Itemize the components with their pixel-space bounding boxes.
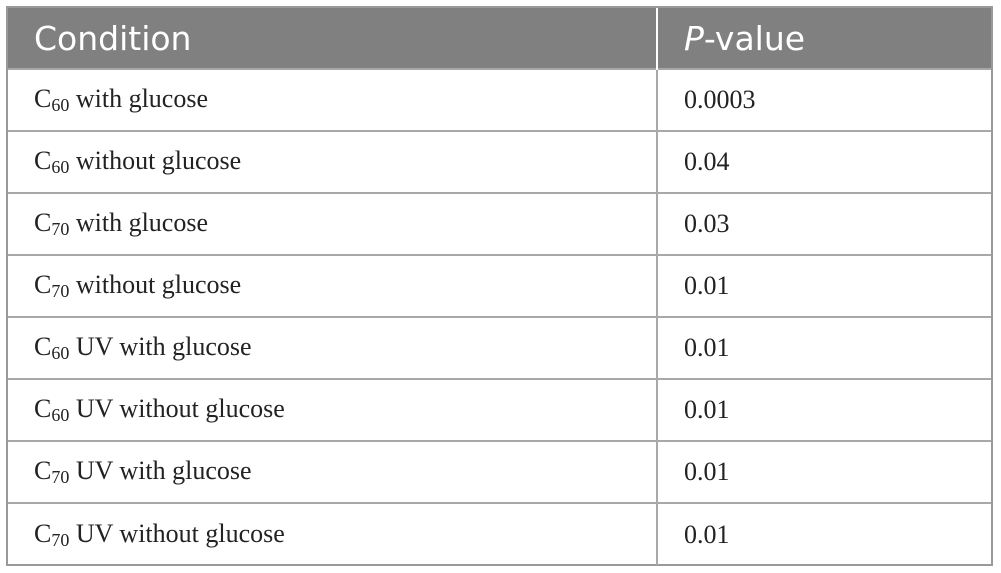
condition-cell: C70 with glucose	[8, 192, 658, 255]
table-row: C70 UV with glucose 0.01	[8, 440, 991, 503]
header-row: Condition P-value	[8, 8, 991, 69]
header-pvalue-italic: P	[684, 18, 704, 58]
condition-cell: C70 without glucose	[8, 254, 658, 317]
condition-cell: C60 with glucose	[8, 68, 658, 131]
table-row: C70 UV without glucose 0.01	[8, 502, 991, 565]
pvalue-cell: 0.03	[657, 192, 991, 255]
pvalue-cell: 0.04	[657, 130, 991, 193]
results-table-container: Condition P-value C60 with glucose 0.000…	[6, 6, 993, 566]
header-pvalue-rest: -value	[703, 18, 806, 58]
condition-cell: C70 UV without glucose	[8, 502, 658, 565]
condition-cell: C60 without glucose	[8, 130, 658, 193]
table-row: C60 UV without glucose 0.01	[8, 378, 991, 441]
pvalue-cell: 0.0003	[657, 68, 991, 131]
condition-cell: C70 UV with glucose	[8, 440, 658, 503]
pvalue-cell: 0.01	[657, 440, 991, 503]
pvalue-cell: 0.01	[657, 316, 991, 379]
table-row: C60 UV with glucose 0.01	[8, 316, 991, 379]
table-row: C60 with glucose 0.0003	[8, 68, 991, 131]
condition-cell: C60 UV without glucose	[8, 378, 658, 441]
table-row: C60 without glucose 0.04	[8, 130, 991, 193]
pvalue-table: Condition P-value C60 with glucose 0.000…	[8, 8, 991, 565]
table-row: C70 without glucose 0.01	[8, 254, 991, 317]
pvalue-cell: 0.01	[657, 502, 991, 565]
header-pvalue: P-value	[657, 8, 991, 69]
pvalue-cell: 0.01	[657, 254, 991, 317]
condition-cell: C60 UV with glucose	[8, 316, 658, 379]
pvalue-cell: 0.01	[657, 378, 991, 441]
table-row: C70 with glucose 0.03	[8, 192, 991, 255]
header-condition: Condition	[8, 8, 658, 69]
